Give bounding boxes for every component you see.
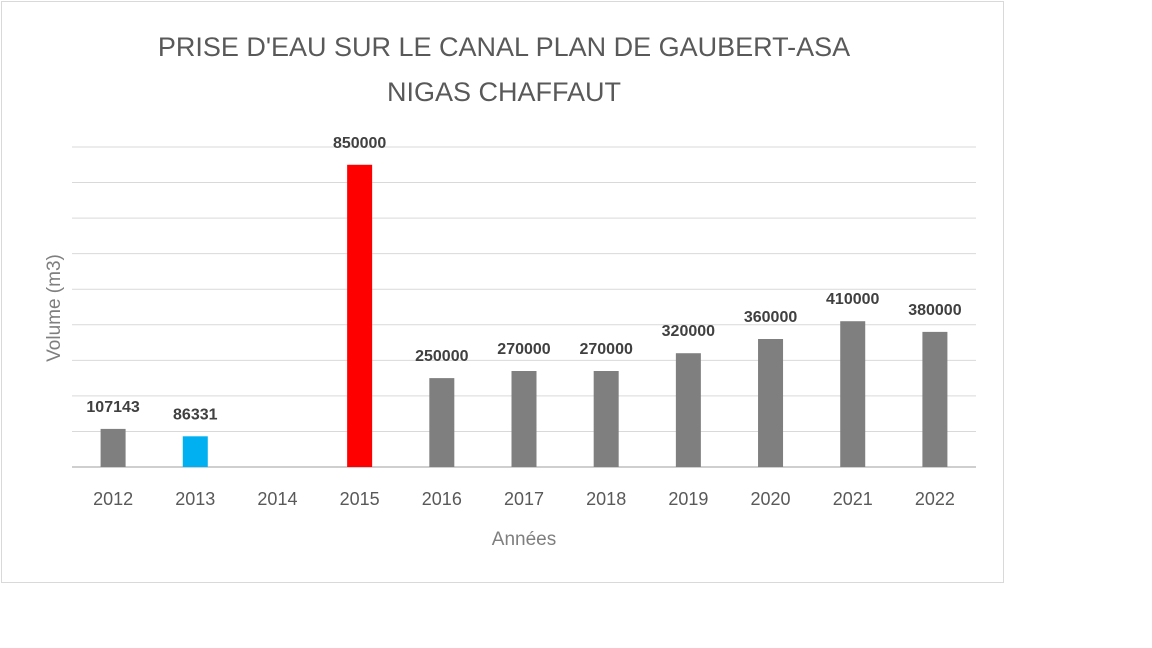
data-label-2018: 270000 (579, 341, 632, 358)
bar-2018 (593, 371, 619, 467)
bar-2019 (675, 353, 701, 467)
y-axis-label: Volume (m3) (44, 254, 65, 362)
bar-2020 (758, 339, 784, 467)
data-label-2016: 250000 (415, 348, 468, 365)
x-tick-2020: 2020 (751, 489, 791, 509)
bar-2017 (511, 371, 537, 467)
x-tick-2022: 2022 (915, 489, 955, 509)
gridlines (72, 146, 976, 468)
chart-title-line-2: NIGAS CHAFFAUT (387, 77, 621, 107)
bar-2022 (922, 331, 948, 467)
bars (100, 164, 948, 467)
x-tick-2012: 2012 (93, 489, 133, 509)
x-tick-2016: 2016 (422, 489, 462, 509)
data-label-2022: 380000 (908, 302, 961, 319)
data-label-2019: 320000 (662, 323, 715, 340)
bar-2021 (840, 321, 866, 467)
bar-2012 (100, 428, 126, 467)
bar-2016 (429, 378, 455, 467)
x-tick-2014: 2014 (257, 489, 297, 509)
data-labels: 107143 86331 850000 250000 270000 270000 32000… (86, 135, 961, 424)
x-tick-2017: 2017 (504, 489, 544, 509)
bar-2015 (347, 164, 373, 467)
data-label-2012: 107143 (86, 399, 139, 416)
data-label-2021: 410000 (826, 291, 879, 308)
x-tick-2019: 2019 (668, 489, 708, 509)
chart-container: PRISE D'EAU SUR LE CANAL PLAN DE GAUBERT… (1, 1, 1004, 583)
data-label-2020: 360000 (744, 309, 797, 326)
x-tick-2021: 2021 (833, 489, 873, 509)
x-axis-ticks: 2012 2013 2014 2015 2016 2017 2018 2019 2020 2021… (93, 489, 955, 509)
data-label-2017: 270000 (497, 341, 550, 358)
bar-chart: PRISE D'EAU SUR LE CANAL PLAN DE GAUBERT… (44, 32, 976, 550)
x-tick-2015: 2015 (340, 489, 380, 509)
x-tick-2018: 2018 (586, 489, 626, 509)
bar-2013 (182, 436, 208, 467)
chart-title-line-1: PRISE D'EAU SUR LE CANAL PLAN DE GAUBERT… (158, 32, 850, 62)
data-label-2013: 86331 (173, 406, 218, 423)
x-axis-label: Années (492, 529, 556, 550)
data-label-2015: 850000 (333, 135, 386, 152)
x-tick-2013: 2013 (175, 489, 215, 509)
